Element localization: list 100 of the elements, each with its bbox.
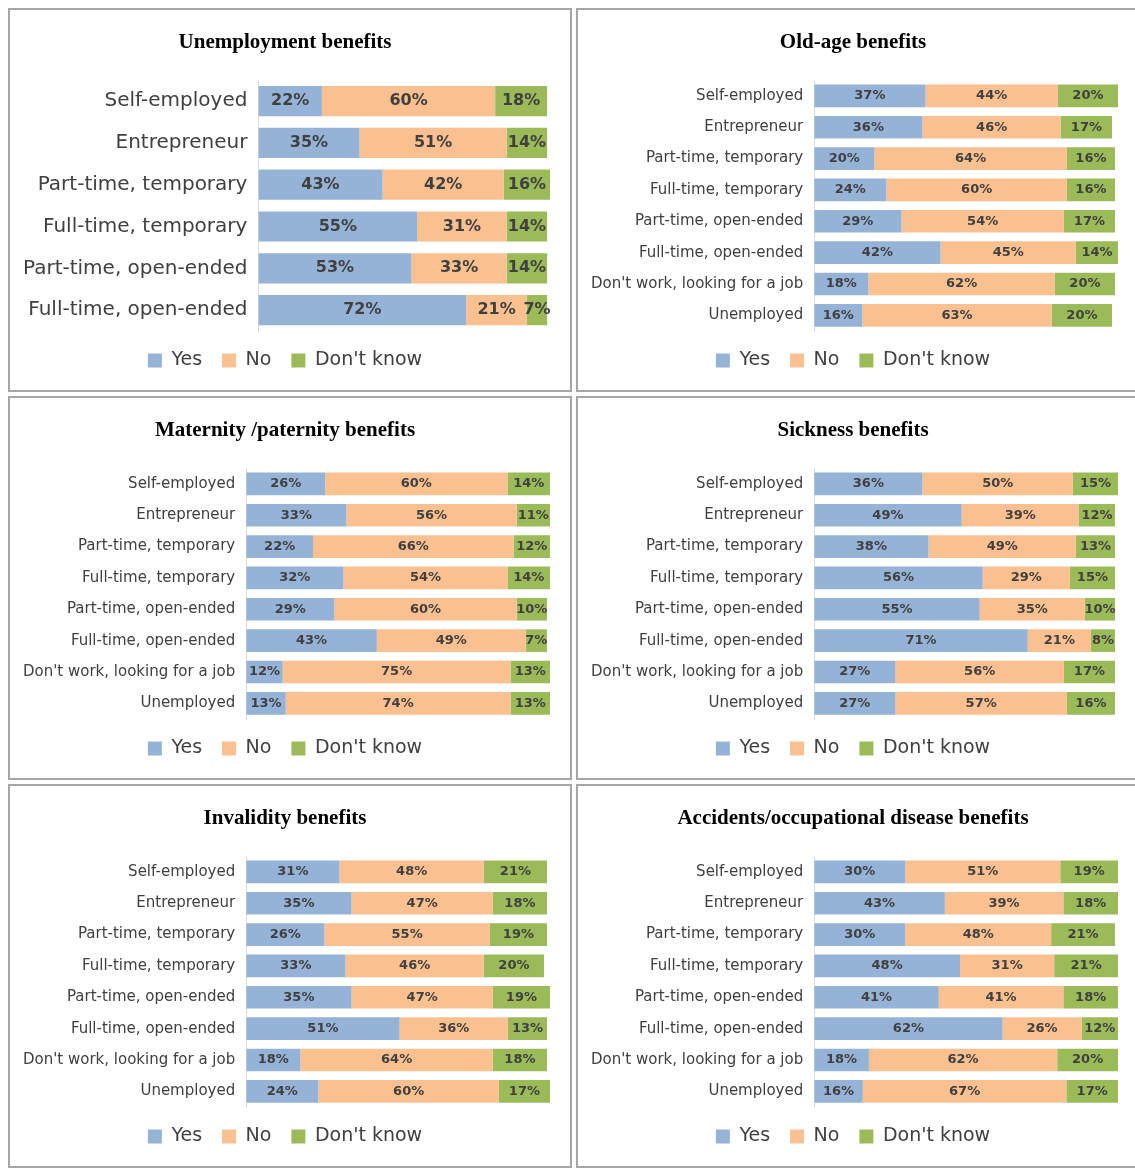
y-tick-label: Entrepreneur bbox=[136, 505, 237, 524]
bar bbox=[944, 891, 1064, 915]
data-label: 51% bbox=[307, 1020, 339, 1035]
data-label: 60% bbox=[409, 600, 442, 616]
legend-label: Yes bbox=[170, 735, 203, 758]
data-label: 26% bbox=[269, 925, 301, 941]
bar bbox=[814, 597, 980, 621]
data-label: 35% bbox=[283, 988, 315, 1004]
data-label: 57% bbox=[965, 694, 997, 710]
y-tick-label: Full-time, open-ended bbox=[638, 1018, 804, 1037]
chart-title: Old-age benefits bbox=[779, 29, 927, 54]
data-label: 13% bbox=[511, 1020, 544, 1035]
data-label: 60% bbox=[961, 181, 993, 197]
y-tick-label: Self-employed bbox=[696, 85, 804, 104]
legend-label: Don't know bbox=[314, 347, 423, 370]
y-tick-label: Part-time, open-ended bbox=[23, 254, 248, 279]
y-tick-label: Full-time, temporary bbox=[649, 179, 804, 198]
bar bbox=[346, 503, 517, 527]
bar bbox=[399, 1017, 508, 1040]
data-label: 33% bbox=[280, 506, 312, 522]
bar bbox=[382, 169, 504, 200]
y-tick-label: Self-employed bbox=[128, 473, 236, 492]
bar bbox=[246, 1017, 400, 1040]
data-label: 12% bbox=[516, 537, 548, 553]
data-label: 15% bbox=[1079, 475, 1112, 491]
data-label: 55% bbox=[881, 600, 913, 616]
bar bbox=[345, 954, 484, 978]
bar bbox=[862, 1080, 1067, 1103]
bar bbox=[814, 1017, 1003, 1040]
data-label: 18% bbox=[504, 1051, 536, 1067]
bar bbox=[814, 954, 961, 978]
bar bbox=[246, 629, 377, 652]
bar bbox=[814, 209, 902, 233]
bar bbox=[814, 629, 1028, 652]
data-label: 42% bbox=[424, 173, 463, 193]
data-label: 18% bbox=[825, 275, 857, 291]
bar bbox=[940, 241, 1076, 264]
data-label: 62% bbox=[947, 1051, 979, 1067]
data-label: 55% bbox=[318, 215, 357, 235]
bar bbox=[895, 692, 1067, 715]
data-label: 41% bbox=[985, 988, 1017, 1004]
data-label: 14% bbox=[507, 257, 547, 277]
data-label: 71% bbox=[905, 632, 937, 647]
data-label: 54% bbox=[409, 569, 442, 585]
data-label: 62% bbox=[892, 1020, 924, 1035]
data-label: 43% bbox=[295, 632, 328, 647]
data-label: 63% bbox=[941, 306, 973, 322]
data-label: 21% bbox=[1043, 632, 1075, 647]
data-label: 10% bbox=[516, 600, 548, 616]
y-tick-label: Part-time, open-ended bbox=[634, 599, 804, 618]
data-label: 19% bbox=[502, 925, 534, 941]
data-label: 24% bbox=[266, 1082, 298, 1098]
data-label: 43% bbox=[301, 173, 340, 193]
data-label: 20% bbox=[1072, 87, 1104, 103]
bar bbox=[961, 503, 1079, 527]
y-tick-label: Part-time, temporary bbox=[645, 148, 804, 167]
data-label: 54% bbox=[967, 212, 999, 228]
data-label: 56% bbox=[882, 569, 915, 585]
data-label: 49% bbox=[435, 632, 467, 647]
data-label: 45% bbox=[992, 244, 1024, 259]
data-label: 16% bbox=[1075, 149, 1107, 165]
bar bbox=[868, 1048, 1058, 1072]
data-label: 20% bbox=[828, 149, 860, 165]
y-tick-label: Entrepreneur bbox=[136, 893, 237, 912]
y-tick-label: Entrepreneur bbox=[704, 505, 805, 524]
bar bbox=[258, 295, 467, 326]
data-label: 44% bbox=[976, 87, 1008, 103]
data-label: 17% bbox=[1070, 118, 1102, 134]
data-label: 18% bbox=[826, 1051, 858, 1067]
data-label: 14% bbox=[1081, 244, 1113, 259]
y-tick-label: Part-time, open-ended bbox=[66, 599, 236, 618]
bar bbox=[905, 923, 1052, 946]
bar bbox=[339, 860, 484, 884]
legend-label: No bbox=[245, 347, 272, 370]
bar bbox=[814, 115, 923, 139]
data-label: 18% bbox=[504, 894, 536, 910]
data-label: 48% bbox=[396, 863, 428, 879]
data-label: 13% bbox=[1079, 537, 1112, 553]
data-label: 48% bbox=[871, 957, 903, 973]
y-tick-label: Don't work, looking for a job bbox=[591, 273, 804, 292]
data-label: 22% bbox=[271, 90, 310, 110]
y-tick-label: Full-time, open-ended bbox=[70, 630, 236, 649]
bar bbox=[814, 241, 941, 264]
legend-label: Don't know bbox=[314, 735, 423, 758]
data-label: 55% bbox=[391, 925, 423, 941]
data-label: 26% bbox=[270, 475, 302, 491]
legend-label: Don't know bbox=[314, 1123, 423, 1146]
bar bbox=[246, 985, 352, 1009]
y-tick-label: Don't work, looking for a job bbox=[591, 1049, 804, 1068]
bar bbox=[300, 1048, 493, 1072]
data-label: 21% bbox=[1070, 957, 1102, 973]
data-label: 62% bbox=[946, 275, 978, 291]
data-label: 12% bbox=[1081, 506, 1113, 522]
data-label: 31% bbox=[442, 215, 482, 235]
data-label: 13% bbox=[250, 694, 282, 710]
data-label: 47% bbox=[406, 988, 438, 1004]
data-label: 75% bbox=[381, 663, 413, 679]
bar bbox=[359, 127, 507, 158]
data-label: 21% bbox=[477, 299, 516, 319]
data-label: 64% bbox=[955, 149, 987, 165]
